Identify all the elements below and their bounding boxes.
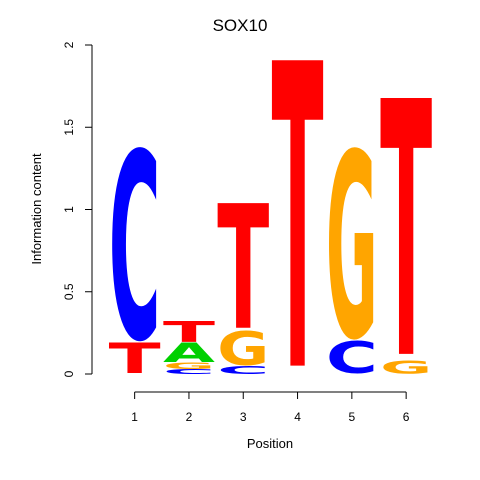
- logo-letter-C: C: [326, 332, 378, 383]
- logo-letter-G: G: [163, 361, 215, 371]
- logo-letter-G: G: [380, 357, 432, 377]
- logo-letter-G: G: [326, 100, 378, 396]
- x-tick-label: 6: [403, 410, 410, 424]
- logo-letter-T: T: [272, 0, 324, 466]
- y-axis: 0 0.5 1 1.5 2: [62, 41, 93, 377]
- x-tick-label: 3: [240, 410, 247, 424]
- chart-title: SOX10: [213, 16, 268, 35]
- y-tick-label: 1: [62, 206, 76, 213]
- logo-letter-T: T: [380, 28, 432, 437]
- x-tick-label: 2: [186, 410, 193, 424]
- logo-letter-G: G: [217, 323, 269, 376]
- x-tick-label: 1: [131, 410, 138, 424]
- y-tick-label: 1.5: [62, 119, 76, 136]
- y-tick-label: 0.5: [62, 283, 76, 300]
- logo-letter-T: T: [163, 316, 215, 349]
- logo-letter-T: T: [217, 170, 269, 369]
- x-tick-label: 5: [349, 410, 356, 424]
- y-axis-label: Information content: [29, 153, 44, 265]
- y-tick-label: 0: [62, 370, 76, 377]
- logo-letter-C: C: [217, 364, 269, 377]
- x-tick-label: 4: [294, 410, 301, 424]
- x-axis: 1 2 3 4 5 6: [131, 391, 410, 424]
- logo-letter-C: C: [109, 100, 161, 399]
- x-axis-label: Position: [247, 436, 293, 451]
- logo-letter-C: C: [163, 368, 215, 376]
- y-tick-label: 2: [62, 41, 76, 48]
- logo-letter-T: T: [109, 335, 161, 383]
- logo-letter-A: A: [163, 338, 216, 368]
